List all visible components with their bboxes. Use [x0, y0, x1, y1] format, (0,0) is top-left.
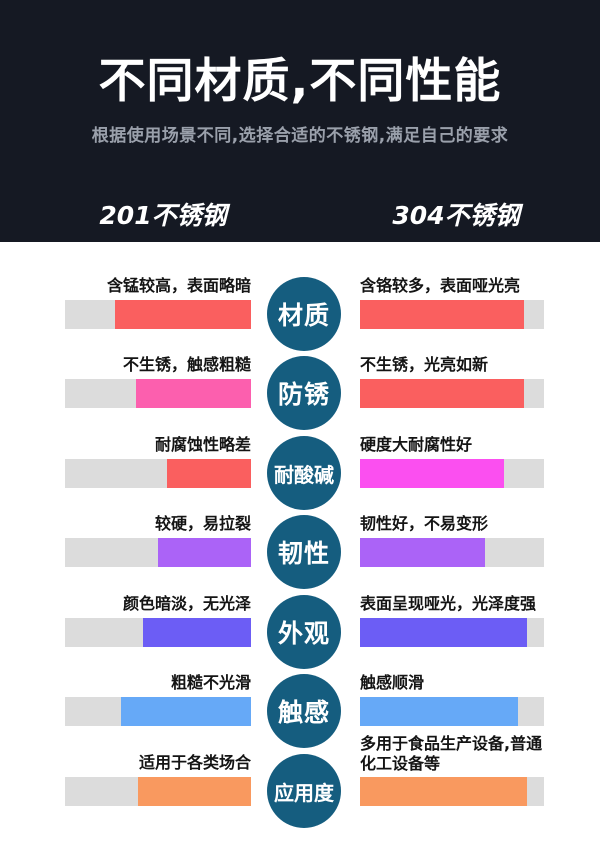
page-subtitle: 根据使用场景不同,选择合适的不锈钢,满足自己的要求 [91, 126, 509, 146]
right-bar-fill [360, 300, 524, 329]
left-bar-fill [143, 618, 251, 647]
right-bar-fill [360, 777, 528, 806]
left-bar-track [65, 697, 251, 726]
left-cell-text: 不生锈，触感粗糙 [122, 355, 251, 374]
right-bar-track [360, 459, 544, 488]
right-bar-fill [360, 459, 504, 488]
left-cell-text: 粗糙不光滑 [170, 673, 251, 692]
left-bar-track [65, 538, 251, 567]
left-bar-fill [167, 459, 251, 488]
right-bar-fill [360, 379, 524, 408]
badge-rust-proof: 防锈 [267, 356, 341, 430]
left-bar-fill [115, 300, 251, 329]
right-cell-text: 触感顺滑 [360, 673, 425, 692]
right-cell-text: 不生锈，光亮如新 [360, 355, 489, 374]
left-cell-text: 适用于各类场合 [138, 753, 251, 772]
right-bar-track [360, 697, 544, 726]
left-cell-text: 耐腐蚀性略差 [154, 435, 251, 454]
right-bar-track [360, 538, 544, 567]
left-cell-text: 含锰较高，表面略暗 [106, 276, 251, 295]
left-bar-track [65, 300, 251, 329]
badge-applicability: 应用度 [267, 754, 341, 828]
badge-appearance: 外观 [267, 595, 341, 669]
row-touch-feel: 粗糙不光滑 触感 触感顺滑 [0, 667, 600, 748]
right-bar-track [360, 379, 544, 408]
right-bar-fill [360, 618, 528, 647]
badge-toughness: 韧性 [267, 515, 341, 589]
row-acid-alkali-resistance: 耐腐蚀性略差 耐酸碱 硬度大耐腐性好 [0, 429, 600, 510]
left-cell-text: 颜色暗淡，无光泽 [122, 594, 251, 613]
right-cell-text: 含铬较多，表面哑光亮 [360, 276, 521, 295]
column-header-304: 304不锈钢 [392, 201, 520, 230]
right-bar-fill [360, 538, 486, 567]
row-material: 含锰较高，表面略暗 材质 含铬较多，表面哑光亮 [0, 270, 600, 351]
right-bar-track [360, 777, 544, 806]
left-bar-fill [120, 697, 251, 726]
right-bar-fill [360, 697, 519, 726]
badge-material: 材质 [267, 277, 341, 351]
left-bar-fill [137, 777, 251, 806]
comparison-rows: 含锰较高，表面略暗 材质 含铬较多，表面哑光亮 不生锈，触感粗糙 防锈 不生锈，… [0, 242, 600, 853]
left-cell-text: 较硬，易拉裂 [154, 514, 251, 533]
right-cell-text: 表面呈现哑光，光泽度强 [360, 594, 537, 613]
row-rust-proof: 不生锈，触感粗糙 防锈 不生锈，光亮如新 [0, 349, 600, 430]
right-bar-track [360, 300, 544, 329]
badge-touch-feel: 触感 [267, 674, 341, 748]
left-bar-track [65, 459, 251, 488]
page-title: 不同材质,不同性能 [98, 54, 502, 109]
dark-header: 不同材质,不同性能 根据使用场景不同,选择合适的不锈钢,满足自己的要求 201不… [0, 0, 600, 242]
badge-acid-alkali-resistance: 耐酸碱 [267, 436, 341, 510]
right-cell-text: 韧性好，不易变形 [360, 514, 489, 533]
left-bar-fill [135, 379, 251, 408]
row-appearance: 颜色暗淡，无光泽 外观 表面呈现哑光，光泽度强 [0, 588, 600, 669]
row-toughness: 较硬，易拉裂 韧性 韧性好，不易变形 [0, 508, 600, 589]
right-cell-text: 硬度大耐腐性好 [360, 435, 473, 454]
column-header-201: 201不锈钢 [99, 201, 227, 230]
right-bar-track [360, 618, 544, 647]
left-bar-track [65, 777, 251, 806]
left-bar-fill [158, 538, 251, 567]
left-bar-track [65, 618, 251, 647]
right-cell-text: 多用于食品生产设备,普通化工设备等 [360, 734, 543, 773]
row-applicability: 适用于各类场合 应用度 多用于食品生产设备,普通化工设备等 [0, 734, 600, 828]
left-bar-track [65, 379, 251, 408]
